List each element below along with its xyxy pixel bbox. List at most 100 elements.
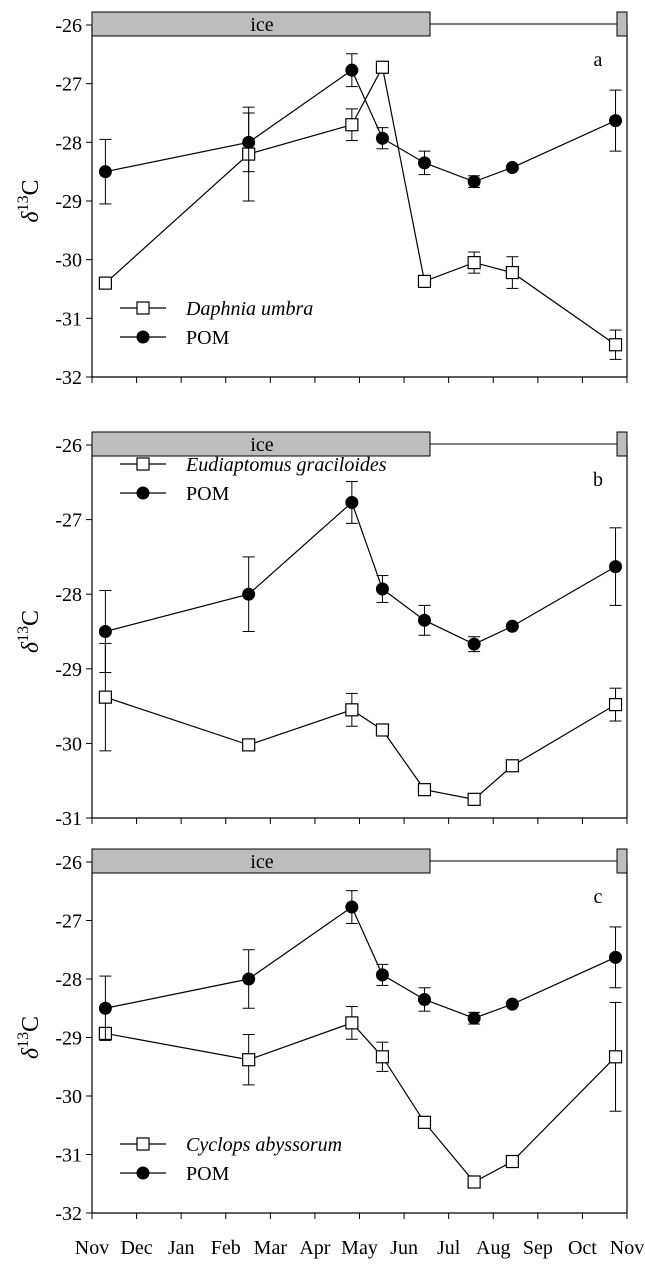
y-tick-label: -28 bbox=[55, 584, 82, 606]
data-point-square bbox=[418, 275, 430, 287]
y-tick-label: -30 bbox=[55, 250, 82, 272]
legend-circle-icon bbox=[137, 487, 150, 500]
series-line bbox=[105, 907, 615, 1018]
panel-letter: b bbox=[593, 469, 603, 491]
data-point-square bbox=[243, 739, 255, 751]
data-point-circle bbox=[242, 588, 255, 601]
panel-letter: a bbox=[594, 49, 603, 71]
data-point-square bbox=[376, 1051, 388, 1063]
data-point-square bbox=[610, 699, 622, 711]
x-tick-label-jan: Jan bbox=[168, 1237, 195, 1259]
x-tick-label-mar: Mar bbox=[254, 1237, 288, 1259]
legend-label: Daphnia umbra bbox=[185, 298, 313, 320]
y-axis-label: δ13C bbox=[15, 610, 44, 653]
data-point-circle bbox=[345, 64, 358, 77]
series-line bbox=[105, 67, 615, 344]
x-month-labels: Nov Dec Jan Feb Mar Apr May Jun Jul Aug Sep Oct Nov bbox=[75, 1237, 644, 1259]
data-point-square bbox=[376, 61, 388, 73]
data-point-circle bbox=[99, 1002, 112, 1015]
legend: Eudiaptomus graciloides POM bbox=[120, 454, 387, 505]
data-point-circle bbox=[99, 165, 112, 178]
data-point-circle bbox=[609, 560, 622, 573]
data-point-circle bbox=[345, 496, 358, 509]
ice-bar-end bbox=[617, 12, 627, 36]
data-point-circle bbox=[468, 175, 481, 188]
data-point-square bbox=[506, 267, 518, 279]
data-point-square bbox=[610, 339, 622, 351]
data-point-circle bbox=[376, 968, 389, 981]
y-tick-label: -28 bbox=[55, 132, 82, 154]
legend-label: Cyclops abyssorum bbox=[186, 1134, 342, 1156]
series-line bbox=[105, 1023, 615, 1182]
legend-square-icon bbox=[137, 1138, 149, 1150]
legend-label: POM bbox=[186, 1163, 230, 1185]
x-tick-label-aug: Aug bbox=[476, 1237, 510, 1259]
data-point-square bbox=[418, 784, 430, 796]
y-tick-label: -29 bbox=[55, 1028, 82, 1050]
data-point-square bbox=[418, 1116, 430, 1128]
legend: Daphnia umbra POM bbox=[120, 298, 313, 349]
x-tick-label-apr: Apr bbox=[299, 1237, 330, 1259]
series-pom bbox=[99, 891, 622, 1041]
series-line bbox=[105, 697, 615, 799]
series-zooplankton bbox=[99, 643, 621, 805]
y-tick-label: -29 bbox=[55, 659, 82, 681]
data-point-circle bbox=[468, 638, 481, 651]
y-tick-label: -31 bbox=[55, 308, 82, 330]
data-point-circle bbox=[506, 620, 519, 633]
y-tick-label: -30 bbox=[55, 733, 82, 755]
y-tick-label: -27 bbox=[55, 510, 82, 532]
data-point-circle bbox=[242, 136, 255, 149]
ice-bar-end bbox=[617, 432, 627, 456]
legend-label: POM bbox=[186, 483, 230, 505]
series-zooplankton bbox=[99, 1002, 621, 1188]
data-point-circle bbox=[376, 582, 389, 595]
series-zooplankton bbox=[99, 61, 621, 359]
y-axis-label: δ13C bbox=[15, 179, 44, 222]
series-line bbox=[105, 70, 615, 181]
panel-a: -32 -31 -30 -29 -28 -27 -26 ice δ13C a Daphnia umb… bbox=[15, 12, 627, 389]
legend: Cyclops abyssorum POM bbox=[120, 1134, 342, 1185]
data-point-circle bbox=[506, 998, 519, 1011]
y-tick-label: -27 bbox=[55, 911, 82, 933]
x-tick-label-dec: Dec bbox=[120, 1237, 152, 1259]
data-point-square bbox=[468, 793, 480, 805]
x-tick-label-jun: Jun bbox=[390, 1237, 418, 1259]
data-point-circle bbox=[99, 625, 112, 638]
data-point-circle bbox=[609, 114, 622, 127]
series-pom bbox=[99, 482, 622, 673]
data-point-square bbox=[610, 1051, 622, 1063]
series-pom bbox=[99, 54, 622, 204]
panel-letter: c bbox=[594, 886, 603, 908]
series-line bbox=[105, 502, 615, 644]
y-tick-label: -30 bbox=[55, 1086, 82, 1108]
data-point-circle bbox=[468, 1012, 481, 1025]
x-tick-label-may: May bbox=[341, 1237, 378, 1259]
data-point-circle bbox=[609, 951, 622, 964]
data-point-square bbox=[346, 119, 358, 131]
x-tick-label-jul: Jul bbox=[437, 1237, 461, 1259]
data-point-circle bbox=[418, 156, 431, 169]
data-point-circle bbox=[418, 993, 431, 1006]
legend-label: POM bbox=[186, 327, 230, 349]
data-point-square bbox=[506, 1156, 518, 1168]
y-axis-label: δ13C bbox=[15, 1016, 44, 1059]
x-tick-label-nov: Nov bbox=[610, 1237, 644, 1259]
data-point-square bbox=[346, 704, 358, 716]
y-tick-label: -31 bbox=[55, 1145, 82, 1167]
ice-bar-end bbox=[617, 849, 627, 873]
data-point-circle bbox=[506, 161, 519, 174]
y-tick-label: -28 bbox=[55, 969, 82, 991]
legend-circle-icon bbox=[137, 331, 150, 344]
y-tick-label: -27 bbox=[55, 74, 82, 96]
legend-square-icon bbox=[137, 302, 149, 314]
data-point-square bbox=[506, 760, 518, 772]
data-point-square bbox=[243, 1054, 255, 1066]
y-tick-label: -26 bbox=[55, 15, 82, 37]
panel-c: -32 -31 -30 -29 -28 -27 -26 ice δ13C c Cyclops aby… bbox=[15, 849, 627, 1225]
legend-label: Eudiaptomus graciloides bbox=[185, 454, 387, 476]
data-point-square bbox=[468, 257, 480, 269]
data-point-circle bbox=[345, 901, 358, 914]
y-tick-label: -29 bbox=[55, 191, 82, 213]
